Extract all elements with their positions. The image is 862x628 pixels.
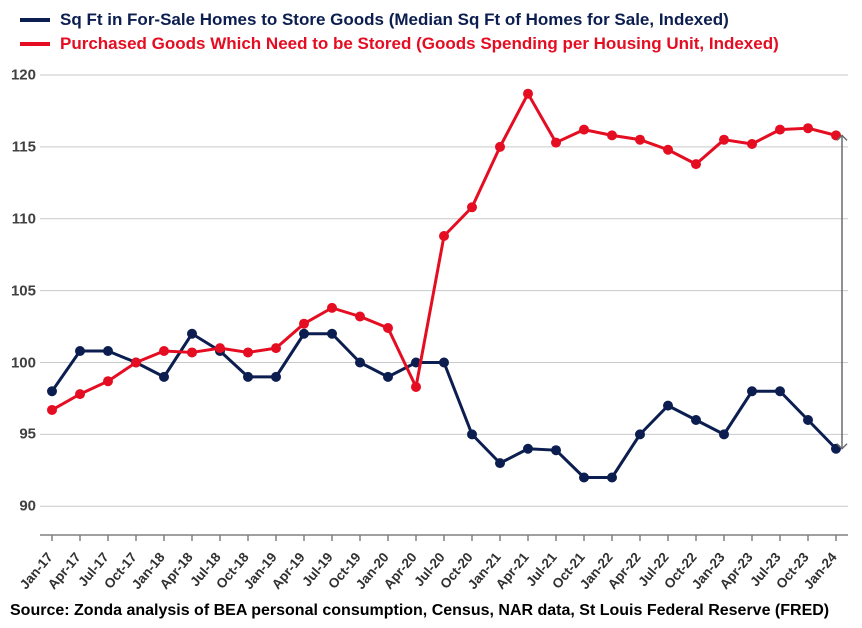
legend: Sq Ft in For-Sale Homes to Store Goods (… [20,10,779,58]
legend-label: Sq Ft in For-Sale Homes to Store Goods (… [60,10,729,30]
chart-plot [0,0,862,628]
legend-item: Sq Ft in For-Sale Homes to Store Goods (… [20,10,779,30]
y-tick-label: 90 [8,498,36,515]
legend-swatch [20,42,50,46]
y-tick-label: 95 [8,426,36,443]
y-tick-label: 115 [8,138,36,155]
legend-swatch [20,18,50,22]
y-tick-label: 105 [8,282,36,299]
legend-item: Purchased Goods Which Need to be Stored … [20,34,779,54]
source-text: Source: Zonda analysis of BEA personal c… [10,602,829,620]
legend-label: Purchased Goods Which Need to be Stored … [60,34,779,54]
chart-container: Sq Ft in For-Sale Homes to Store Goods (… [0,0,862,628]
y-tick-label: 110 [8,210,36,227]
y-tick-label: 100 [8,354,36,371]
y-tick-label: 120 [8,67,36,84]
